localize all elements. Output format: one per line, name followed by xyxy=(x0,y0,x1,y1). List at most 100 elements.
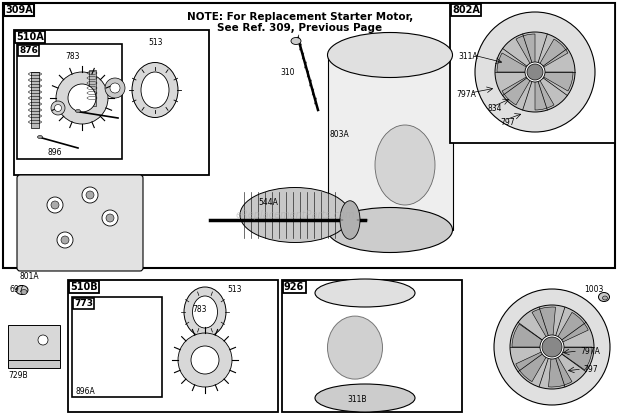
Text: 797: 797 xyxy=(583,365,598,374)
Wedge shape xyxy=(549,347,572,387)
Bar xyxy=(17,44,122,159)
Text: 544A: 544A xyxy=(258,198,278,207)
Wedge shape xyxy=(552,347,592,370)
Ellipse shape xyxy=(184,287,226,337)
Circle shape xyxy=(525,62,545,82)
Bar xyxy=(315,293,415,398)
Bar xyxy=(89,70,96,106)
Ellipse shape xyxy=(598,292,609,302)
Ellipse shape xyxy=(132,62,178,117)
Wedge shape xyxy=(552,312,588,347)
Text: See Ref. 309, Previous Page: See Ref. 309, Previous Page xyxy=(218,23,383,33)
Circle shape xyxy=(495,32,575,112)
Bar xyxy=(327,55,453,230)
Text: 896: 896 xyxy=(48,148,63,157)
Circle shape xyxy=(527,64,543,80)
Wedge shape xyxy=(535,72,573,91)
Ellipse shape xyxy=(315,384,415,412)
Circle shape xyxy=(56,72,108,124)
Text: 797A: 797A xyxy=(456,90,476,99)
Text: 309A: 309A xyxy=(5,5,33,15)
Ellipse shape xyxy=(327,316,383,379)
Circle shape xyxy=(540,335,564,359)
Text: 802A: 802A xyxy=(452,5,480,15)
Wedge shape xyxy=(516,347,552,382)
Circle shape xyxy=(38,335,48,345)
Ellipse shape xyxy=(51,101,65,115)
Ellipse shape xyxy=(315,279,415,307)
Circle shape xyxy=(106,214,114,222)
Ellipse shape xyxy=(603,296,608,300)
Circle shape xyxy=(47,197,63,213)
Wedge shape xyxy=(535,39,568,72)
Wedge shape xyxy=(512,324,552,347)
Ellipse shape xyxy=(375,125,435,205)
Ellipse shape xyxy=(21,290,27,295)
Text: 834: 834 xyxy=(487,104,502,113)
Wedge shape xyxy=(497,53,535,72)
Circle shape xyxy=(57,232,73,248)
Ellipse shape xyxy=(105,78,125,98)
Wedge shape xyxy=(502,72,535,105)
Circle shape xyxy=(178,333,232,387)
Bar xyxy=(450,3,615,143)
Text: 801A: 801A xyxy=(20,272,40,281)
Bar xyxy=(8,360,60,368)
Ellipse shape xyxy=(37,135,43,139)
Wedge shape xyxy=(532,307,556,347)
Text: 876: 876 xyxy=(19,46,38,55)
Text: 311A: 311A xyxy=(458,52,477,61)
Ellipse shape xyxy=(55,104,61,111)
Bar xyxy=(31,72,39,128)
Ellipse shape xyxy=(340,201,360,239)
Text: 513: 513 xyxy=(148,38,162,47)
Circle shape xyxy=(542,337,562,357)
Wedge shape xyxy=(535,72,554,110)
Text: 729B: 729B xyxy=(8,371,28,380)
Circle shape xyxy=(494,289,610,405)
Text: 896A: 896A xyxy=(75,387,95,396)
Ellipse shape xyxy=(327,207,453,253)
Text: 783: 783 xyxy=(65,52,79,61)
Ellipse shape xyxy=(240,187,350,243)
Circle shape xyxy=(82,187,98,203)
Bar xyxy=(14,30,209,175)
Ellipse shape xyxy=(141,72,169,108)
Text: 783: 783 xyxy=(192,305,206,314)
Bar xyxy=(68,280,278,412)
Ellipse shape xyxy=(76,109,81,112)
Ellipse shape xyxy=(192,296,218,328)
Text: 510A: 510A xyxy=(16,32,44,42)
Text: 697: 697 xyxy=(10,285,25,294)
Circle shape xyxy=(191,346,219,374)
Bar xyxy=(72,297,162,397)
Circle shape xyxy=(102,210,118,226)
Text: 311B: 311B xyxy=(347,395,366,404)
Ellipse shape xyxy=(291,37,301,44)
FancyBboxPatch shape xyxy=(17,175,143,271)
Wedge shape xyxy=(516,34,535,72)
Bar xyxy=(8,325,60,360)
Ellipse shape xyxy=(327,33,453,78)
Ellipse shape xyxy=(16,285,28,295)
Bar xyxy=(3,3,615,268)
Circle shape xyxy=(510,305,594,389)
Text: 310: 310 xyxy=(280,68,294,77)
Text: 803A: 803A xyxy=(330,130,350,139)
Text: 926: 926 xyxy=(284,282,304,292)
Text: 797A: 797A xyxy=(580,347,600,356)
Circle shape xyxy=(86,191,94,199)
Text: 797: 797 xyxy=(500,118,515,127)
Circle shape xyxy=(61,236,69,244)
Text: 510B: 510B xyxy=(70,282,97,292)
Text: 773: 773 xyxy=(74,299,93,308)
Text: NOTE: For Replacement Starter Motor,: NOTE: For Replacement Starter Motor, xyxy=(187,12,413,22)
Circle shape xyxy=(475,12,595,132)
Ellipse shape xyxy=(110,83,120,93)
Circle shape xyxy=(51,201,59,209)
Text: eReplacementParts.com: eReplacementParts.com xyxy=(235,210,355,220)
Text: 513: 513 xyxy=(227,285,242,294)
Bar xyxy=(282,280,462,412)
Circle shape xyxy=(68,84,96,112)
Text: 1003: 1003 xyxy=(584,285,603,294)
